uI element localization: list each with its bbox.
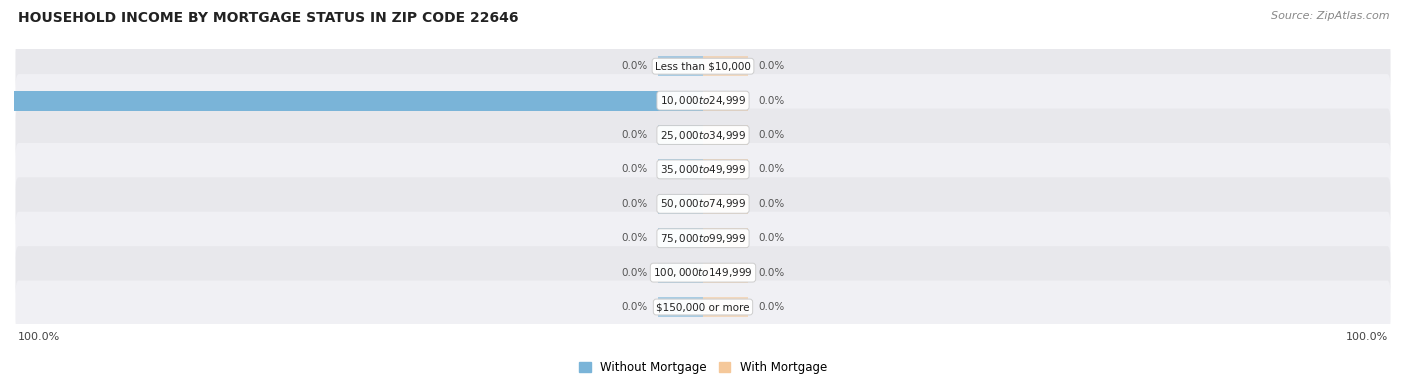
FancyBboxPatch shape [15,109,1391,161]
Text: Less than $10,000: Less than $10,000 [655,61,751,71]
Text: 0.0%: 0.0% [758,164,785,175]
Bar [703,194,748,214]
Text: 100.0%: 100.0% [1347,332,1389,342]
FancyBboxPatch shape [15,246,1391,299]
Bar [703,56,748,76]
Text: 0.0%: 0.0% [758,302,785,312]
Text: $35,000 to $49,999: $35,000 to $49,999 [659,163,747,176]
Bar [658,263,703,283]
FancyBboxPatch shape [15,143,1391,196]
Bar [658,159,703,179]
Bar [703,159,748,179]
Bar [658,297,703,317]
Text: $50,000 to $74,999: $50,000 to $74,999 [659,197,747,210]
Bar [14,90,703,110]
Text: 100.0%: 100.0% [0,96,4,106]
FancyBboxPatch shape [15,40,1391,93]
Text: 0.0%: 0.0% [621,130,648,140]
Bar [658,56,703,76]
Text: $75,000 to $99,999: $75,000 to $99,999 [659,232,747,245]
Text: 0.0%: 0.0% [758,268,785,277]
Bar [658,228,703,248]
Bar [703,90,748,110]
Bar [703,263,748,283]
Text: 0.0%: 0.0% [621,164,648,175]
Text: 0.0%: 0.0% [621,268,648,277]
Bar [703,297,748,317]
Bar [658,194,703,214]
Bar [703,125,748,145]
Text: 100.0%: 100.0% [17,332,59,342]
Text: $150,000 or more: $150,000 or more [657,302,749,312]
Text: 0.0%: 0.0% [758,96,785,106]
FancyBboxPatch shape [15,177,1391,230]
Text: 0.0%: 0.0% [621,233,648,243]
Text: 0.0%: 0.0% [758,61,785,71]
Text: 0.0%: 0.0% [758,233,785,243]
Bar [658,125,703,145]
Text: HOUSEHOLD INCOME BY MORTGAGE STATUS IN ZIP CODE 22646: HOUSEHOLD INCOME BY MORTGAGE STATUS IN Z… [18,11,519,25]
Text: 0.0%: 0.0% [758,199,785,209]
Text: Source: ZipAtlas.com: Source: ZipAtlas.com [1271,11,1389,21]
FancyBboxPatch shape [15,212,1391,265]
Text: $100,000 to $149,999: $100,000 to $149,999 [654,266,752,279]
Bar [703,228,748,248]
Text: $10,000 to $24,999: $10,000 to $24,999 [659,94,747,107]
Text: $25,000 to $34,999: $25,000 to $34,999 [659,129,747,141]
Text: 0.0%: 0.0% [758,130,785,140]
Legend: Without Mortgage, With Mortgage: Without Mortgage, With Mortgage [574,356,832,377]
FancyBboxPatch shape [15,280,1391,334]
Text: 0.0%: 0.0% [621,199,648,209]
FancyBboxPatch shape [15,74,1391,127]
Text: 0.0%: 0.0% [621,61,648,71]
Text: 0.0%: 0.0% [621,302,648,312]
